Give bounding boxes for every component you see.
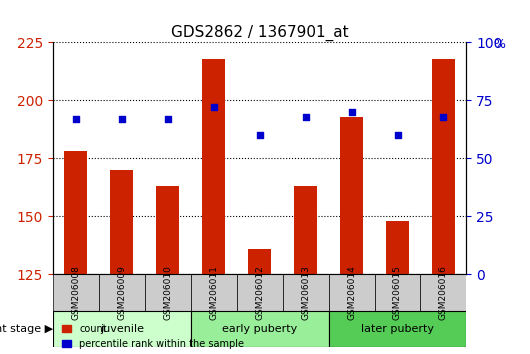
Bar	[65, 152, 87, 274]
Bar	[294, 186, 317, 274]
FancyBboxPatch shape	[99, 274, 145, 311]
Point	[164, 116, 172, 122]
FancyBboxPatch shape	[375, 274, 420, 311]
Text: juvenile: juvenile	[100, 324, 144, 334]
Point	[255, 132, 264, 138]
Y-axis label: %: %	[493, 38, 506, 51]
FancyBboxPatch shape	[145, 274, 191, 311]
Text: GSM206009: GSM206009	[118, 265, 126, 320]
FancyBboxPatch shape	[191, 274, 237, 311]
Text: GSM206011: GSM206011	[209, 265, 218, 320]
FancyBboxPatch shape	[420, 274, 466, 311]
FancyBboxPatch shape	[53, 311, 191, 347]
Legend: count, percentile rank within the sample: count, percentile rank within the sample	[58, 320, 248, 353]
Text: later puberty: later puberty	[361, 324, 434, 334]
FancyBboxPatch shape	[237, 274, 282, 311]
Point	[209, 104, 218, 110]
FancyBboxPatch shape	[329, 274, 375, 311]
FancyBboxPatch shape	[282, 274, 329, 311]
Point	[302, 114, 310, 120]
FancyBboxPatch shape	[329, 311, 466, 347]
Bar	[386, 221, 409, 274]
Text: GSM206013: GSM206013	[301, 265, 310, 320]
Bar	[248, 249, 271, 274]
Bar	[202, 59, 225, 274]
Text: development stage ▶: development stage ▶	[0, 324, 53, 334]
Title: GDS2862 / 1367901_at: GDS2862 / 1367901_at	[171, 25, 349, 41]
FancyBboxPatch shape	[53, 274, 99, 311]
Bar	[156, 186, 179, 274]
Text: GSM206012: GSM206012	[255, 265, 264, 320]
Text: GSM206010: GSM206010	[163, 265, 172, 320]
Point	[439, 114, 448, 120]
Text: GSM206014: GSM206014	[347, 265, 356, 320]
Text: early puberty: early puberty	[222, 324, 297, 334]
Bar	[432, 59, 455, 274]
Text: GSM206016: GSM206016	[439, 265, 448, 320]
Text: GSM206008: GSM206008	[72, 265, 81, 320]
Bar	[110, 170, 134, 274]
Text: GSM206015: GSM206015	[393, 265, 402, 320]
Point	[347, 109, 356, 115]
Point	[393, 132, 402, 138]
Point	[118, 116, 126, 122]
Bar	[340, 117, 363, 274]
FancyBboxPatch shape	[191, 311, 329, 347]
Point	[72, 116, 80, 122]
